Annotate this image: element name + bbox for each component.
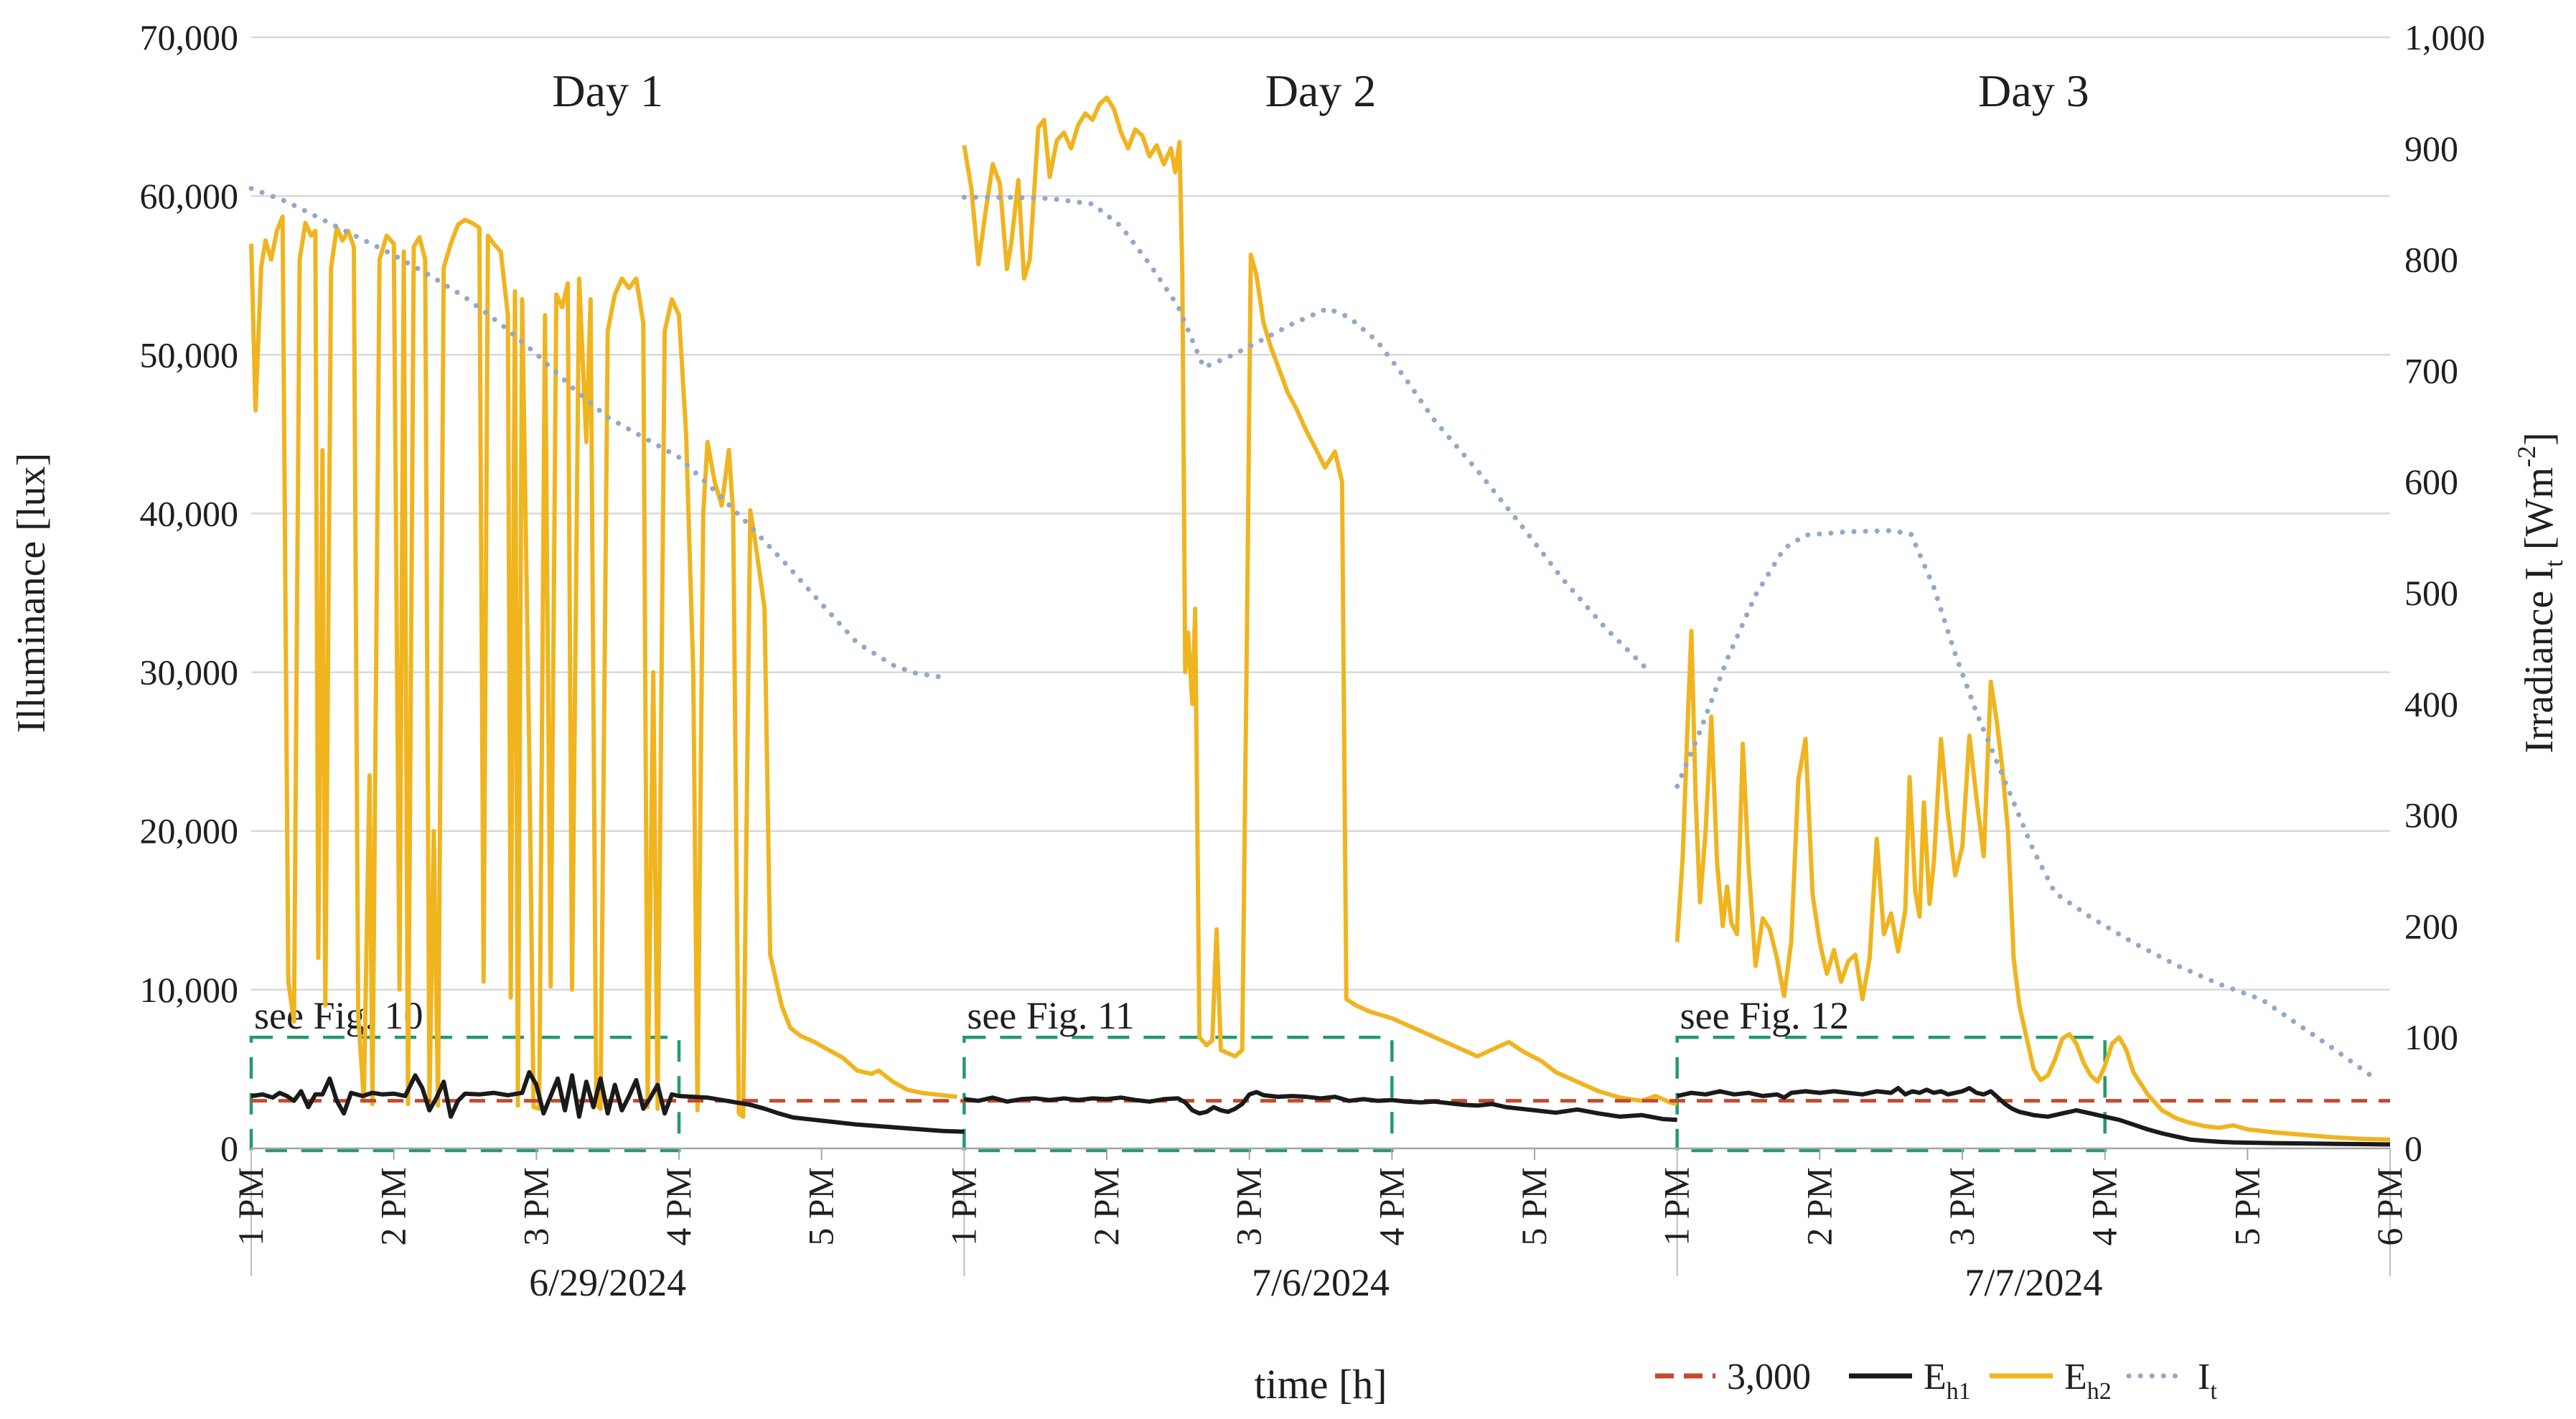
axes: [250, 1147, 2391, 1276]
x-axis-hour-label: 5 PM: [2226, 1167, 2267, 1246]
left-axis-title: Illuminance [lux]: [9, 453, 54, 733]
right-axis-tick-label: 600: [2404, 462, 2458, 502]
series-E_h1-day1: [250, 1069, 965, 1134]
right-axis-tick-label: 100: [2404, 1017, 2458, 1057]
legend-label: It: [2198, 1357, 2217, 1405]
right-axis-tick-label: 1,000: [2404, 17, 2486, 57]
left-axis-tick-label: 50,000: [140, 334, 239, 375]
see-fig-box: [963, 1035, 1394, 1153]
legend-label: 3,000: [1727, 1357, 1811, 1397]
series-I_t-day2: [961, 195, 1652, 673]
date-label: 7/6/2024: [1252, 1261, 1390, 1304]
left-axis-tick-label: 0: [220, 1128, 238, 1169]
right-axis-tick-label: 700: [2404, 350, 2458, 390]
axis-labels: 0 10,000 20,000 30,000 40,000 50,000 60,000 70,…: [140, 17, 2486, 1304]
right-axis-tick-label: 300: [2404, 795, 2458, 835]
left-axis-tick-label: 20,000: [140, 811, 239, 851]
data-series: [248, 95, 2391, 1147]
left-axis-tick-label: 70,000: [140, 17, 239, 57]
see-fig-label: see Fig. 11: [967, 994, 1134, 1037]
right-axis-tick-label: 500: [2404, 573, 2458, 613]
legend-label: Eh1: [1924, 1357, 1971, 1405]
right-axis-tick-label: 0: [2404, 1128, 2422, 1169]
right-axis-tick-label: 900: [2404, 128, 2458, 169]
day-title: Day 2: [1265, 65, 1377, 116]
see-fig-label: see Fig. 12: [1680, 994, 1850, 1037]
x-axis-hour-label: 3 PM: [515, 1167, 556, 1246]
right-axis-tick-label: 400: [2404, 684, 2458, 724]
x-axis-hour-label: 5 PM: [801, 1167, 841, 1246]
x-axis-hour-label: 1 PM: [1657, 1167, 1697, 1246]
series-I_t-day1: [248, 186, 945, 680]
x-axis-hour-label: 2 PM: [1799, 1167, 1839, 1246]
right-axis-tick-label: 800: [2404, 240, 2458, 280]
left-axis-tick-label: 30,000: [140, 652, 239, 693]
x-axis-hour-label: 6 PM: [2369, 1167, 2409, 1246]
see-fig-label: see Fig. 10: [254, 994, 423, 1037]
right-axis-tick-label: 200: [2404, 906, 2458, 946]
x-axis-hour-label: 4 PM: [658, 1167, 698, 1246]
x-axis-hour-label: 4 PM: [1371, 1167, 1411, 1246]
x-axis-hour-label: 3 PM: [1942, 1167, 1982, 1246]
legend: 3,000 Eh1 Eh2 It: [1655, 1357, 2217, 1405]
series-E_h1-day2: [963, 1090, 1677, 1123]
x-axis-hour-label: 1 PM: [230, 1167, 271, 1246]
left-axis-tick-label: 10,000: [140, 970, 239, 1010]
x-axis-hour-label: 2 PM: [373, 1167, 413, 1246]
date-label: 7/7/2024: [1964, 1261, 2102, 1304]
legend-label: Eh2: [2064, 1357, 2112, 1405]
x-axis-hour-label: 2 PM: [1086, 1167, 1126, 1246]
annotation-boxes: see Fig. 10 see Fig. 11 see Fig. 12: [249, 994, 2107, 1153]
x-axis-hour-label: 1 PM: [943, 1167, 983, 1246]
series-E_h2-day3: [1675, 629, 2391, 1142]
left-axis-tick-label: 40,000: [140, 493, 239, 533]
x-axis-hour-label: 3 PM: [1229, 1167, 1269, 1246]
x-axis-title: time [h]: [1254, 1361, 1387, 1408]
titles: Day 1 Day 2 Day 3 time [h] Illuminance [lux]…: [9, 65, 2568, 1408]
series-E_h2-day2: [962, 95, 1678, 1107]
x-axis-hour-label: 5 PM: [1514, 1167, 1554, 1246]
series-E_h2-day1: [249, 214, 957, 1119]
right-axis-title: Irradiance It [Wm-2]: [2512, 432, 2568, 753]
day-title: Day 3: [1978, 65, 2089, 116]
x-axis-hour-label: 4 PM: [2084, 1167, 2125, 1246]
series-E_h1-day3: [1677, 1086, 2391, 1147]
date-label: 6/29/2024: [529, 1261, 686, 1304]
series-I_t-day3: [1675, 528, 2373, 1078]
day-title: Day 1: [552, 65, 663, 116]
left-axis-tick-label: 60,000: [140, 176, 239, 216]
